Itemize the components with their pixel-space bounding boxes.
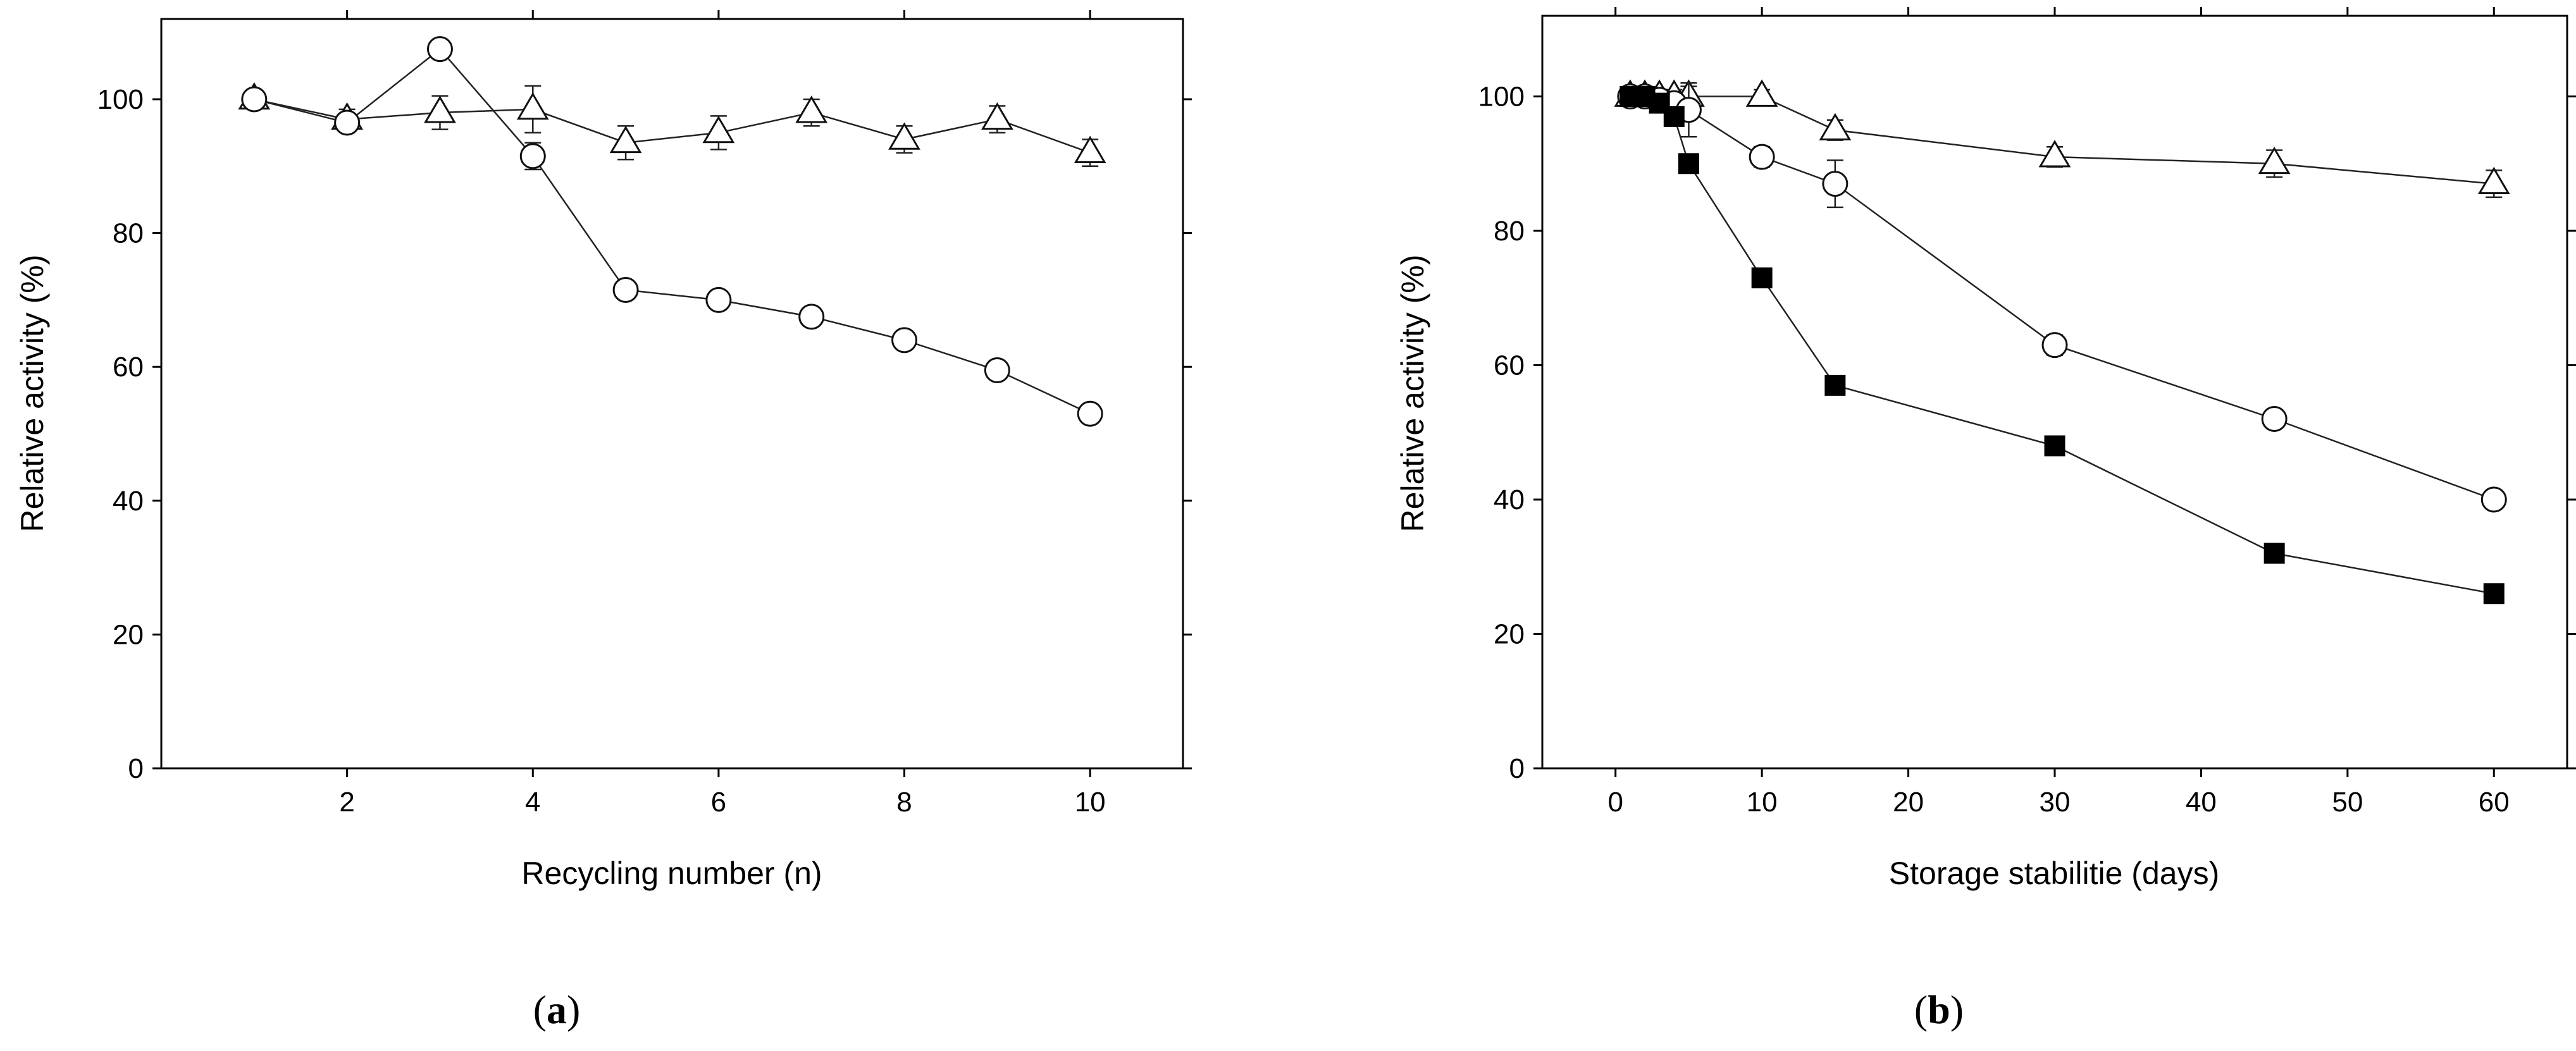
y-tick-label: 0	[128, 753, 144, 784]
data-point-triangle	[702, 115, 735, 144]
y-tick-label: 40	[113, 486, 144, 517]
y-tick-label: 60	[113, 352, 144, 383]
x-tick-label: 2	[339, 787, 354, 818]
data-point-triangle	[981, 102, 1013, 130]
panel-caption-letter: a	[547, 987, 567, 1032]
data-series	[238, 36, 1106, 427]
data-point-circle	[705, 286, 732, 313]
y-tick-label: 20	[113, 619, 144, 650]
data-point-square	[1824, 374, 1846, 396]
series-line-triangle	[1630, 95, 2494, 185]
data-series	[1614, 79, 2510, 605]
panel-caption: (a)	[533, 987, 581, 1032]
x-tick-label: 20	[1893, 787, 1924, 818]
x-tick-label: 10	[1747, 787, 1778, 818]
y-tick-label: 80	[113, 218, 144, 249]
data-point-triangle	[795, 95, 828, 123]
data-point-circle	[1077, 400, 1103, 427]
data-point-triangle	[2477, 166, 2510, 194]
data-point-triangle	[1819, 113, 1852, 140]
y-tick-label: 40	[1494, 484, 1525, 515]
data-point-triangle	[609, 125, 642, 154]
x-tick-label: 0	[1607, 787, 1623, 818]
data-point-triangle	[516, 92, 549, 120]
y-axis-title: Relative activity (%)	[1395, 255, 1430, 532]
axes: 0 10 20 30 40 50 60 0 20 40 60 80 100	[1478, 7, 2576, 818]
data-point-circle	[2041, 332, 2068, 359]
series-triangle	[238, 82, 1106, 168]
data-point-circle	[2480, 486, 2507, 513]
data-point-circle	[1822, 171, 1848, 197]
plot-frame	[1541, 15, 2568, 770]
y-tick-label: 80	[1494, 216, 1525, 247]
data-point-circle	[1749, 144, 1775, 170]
data-point-circle	[241, 86, 268, 113]
data-point-triangle	[888, 122, 920, 150]
data-point-square	[2483, 583, 2505, 605]
data-point-triangle	[424, 95, 456, 123]
data-point-circle	[334, 109, 361, 136]
x-tick-label: 30	[2040, 787, 2071, 818]
x-tick-label: 6	[711, 787, 726, 818]
y-tick-label: 20	[1494, 619, 1525, 650]
data-point-triangle	[2038, 140, 2071, 168]
data-point-circle	[612, 277, 639, 304]
x-tick-label: 50	[2332, 787, 2363, 818]
data-point-circle	[426, 36, 453, 63]
panel-b: 0 10 20 30 40 50 60 0 20 40 60 80 100 Storage stabil…	[1395, 7, 2576, 1032]
data-point-circle	[519, 143, 546, 169]
x-tick-label: 8	[896, 787, 912, 818]
y-tick-label: 100	[1478, 82, 1525, 113]
series-square	[1619, 86, 2505, 605]
x-tick-label: 4	[525, 787, 540, 818]
data-point-square	[1663, 106, 1685, 127]
data-point-circle	[891, 327, 918, 353]
data-point-circle	[984, 357, 1010, 383]
x-tick-label: 40	[2186, 787, 2217, 818]
x-tick-label: 60	[2479, 787, 2510, 818]
series-line-triangle	[254, 98, 1091, 154]
series-line-circle	[254, 47, 1091, 415]
x-axis-title: Storage stabilitie (days)	[1889, 856, 2219, 891]
data-point-triangle	[1745, 79, 1778, 107]
data-point-square	[2263, 543, 2285, 564]
y-tick-label: 60	[1494, 350, 1525, 381]
panel-caption: (b)	[1914, 987, 1964, 1032]
series-circle	[241, 36, 1103, 427]
data-point-triangle	[2258, 146, 2291, 175]
data-point-triangle	[1074, 135, 1106, 163]
y-tick-label: 100	[97, 84, 144, 115]
data-point-square	[1751, 267, 1773, 288]
data-point-square	[2044, 435, 2065, 457]
plot-frame	[160, 18, 1184, 770]
x-tick-label: 10	[1075, 787, 1106, 818]
data-point-circle	[2261, 406, 2288, 432]
y-axis-title: Relative activity (%)	[15, 255, 50, 532]
series-triangle	[1614, 79, 2510, 199]
data-point-circle	[798, 304, 825, 330]
data-point-square	[1678, 153, 1699, 175]
panel-caption-letter: b	[1928, 987, 1950, 1032]
x-axis-title: Recycling number (n)	[521, 856, 822, 891]
y-tick-label: 0	[1509, 753, 1525, 784]
